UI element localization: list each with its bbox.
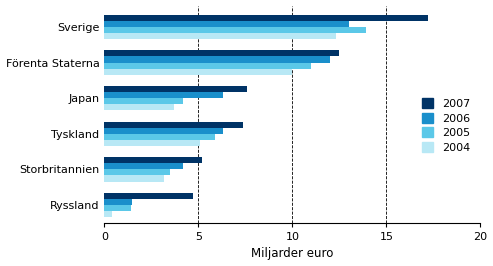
Bar (105, 163, 183, 169)
Bar (105, 21, 349, 27)
Bar (105, 128, 223, 134)
Bar (105, 169, 170, 176)
Bar (105, 51, 339, 56)
Bar (105, 56, 330, 63)
Bar (105, 27, 366, 33)
Legend: 2007, 2006, 2005, 2004: 2007, 2006, 2005, 2004 (418, 94, 475, 157)
Bar (105, 140, 200, 146)
Bar (105, 122, 244, 128)
X-axis label: Miljarder euro: Miljarder euro (251, 247, 334, 260)
Bar (105, 92, 223, 98)
Bar (105, 134, 215, 140)
Bar (105, 15, 428, 21)
Bar (105, 157, 202, 163)
Bar (105, 63, 311, 69)
Bar (105, 211, 112, 217)
Bar (105, 69, 292, 75)
Bar (105, 193, 193, 199)
Bar (105, 176, 165, 181)
Bar (105, 104, 174, 110)
Bar (105, 205, 131, 211)
Bar (105, 86, 247, 92)
Bar (105, 33, 336, 39)
Bar (105, 199, 133, 205)
Bar (105, 98, 183, 104)
